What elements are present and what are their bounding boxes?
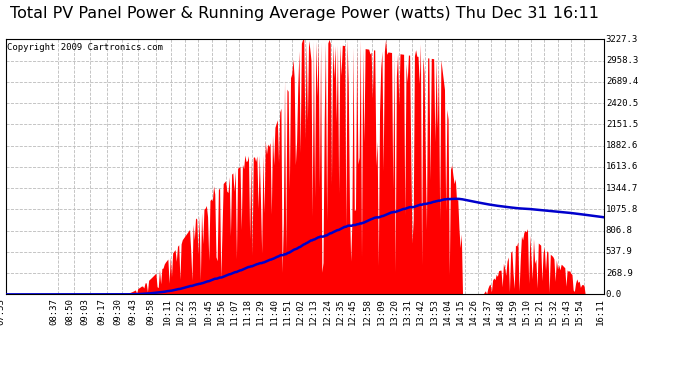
Text: 806.8: 806.8 [606, 226, 633, 235]
Text: 09:30: 09:30 [113, 298, 122, 325]
Text: 537.9: 537.9 [606, 248, 633, 256]
Text: 15:54: 15:54 [575, 298, 584, 325]
Text: 2151.5: 2151.5 [606, 120, 638, 129]
Text: 16:11: 16:11 [595, 298, 604, 325]
Text: 13:20: 13:20 [390, 298, 399, 325]
Text: 14:04: 14:04 [443, 298, 452, 325]
Text: 11:18: 11:18 [243, 298, 252, 325]
Text: 09:43: 09:43 [129, 298, 138, 325]
Text: 08:37: 08:37 [50, 298, 59, 325]
Text: 15:43: 15:43 [562, 298, 571, 325]
Text: 268.9: 268.9 [606, 268, 633, 278]
Text: 0.0: 0.0 [606, 290, 622, 299]
Text: 14:26: 14:26 [469, 298, 478, 325]
Text: 09:03: 09:03 [81, 298, 90, 325]
Text: 11:29: 11:29 [256, 298, 265, 325]
Text: 11:40: 11:40 [270, 298, 279, 325]
Text: 12:58: 12:58 [364, 298, 373, 325]
Text: 12:35: 12:35 [335, 298, 345, 325]
Text: 2689.4: 2689.4 [606, 77, 638, 86]
Text: 13:09: 13:09 [377, 298, 386, 325]
Text: 10:56: 10:56 [217, 298, 226, 325]
Text: 07:53: 07:53 [0, 298, 6, 325]
Text: 09:17: 09:17 [97, 298, 106, 325]
Text: 14:48: 14:48 [495, 298, 504, 325]
Text: 13:53: 13:53 [429, 298, 438, 325]
Text: 11:51: 11:51 [283, 298, 292, 325]
Text: 09:58: 09:58 [147, 298, 156, 325]
Text: 1882.6: 1882.6 [606, 141, 638, 150]
Text: 12:13: 12:13 [309, 298, 318, 325]
Text: 12:24: 12:24 [322, 298, 331, 325]
Text: 10:22: 10:22 [176, 298, 185, 325]
Text: 1344.7: 1344.7 [606, 184, 638, 193]
Text: 10:11: 10:11 [162, 298, 172, 325]
Text: 15:32: 15:32 [549, 298, 558, 325]
Text: 14:15: 14:15 [456, 298, 465, 325]
Text: 1075.8: 1075.8 [606, 205, 638, 214]
Text: 1613.6: 1613.6 [606, 162, 638, 171]
Text: 2958.3: 2958.3 [606, 56, 638, 65]
Text: 10:33: 10:33 [189, 298, 198, 325]
Text: 15:21: 15:21 [535, 298, 544, 325]
Text: 2420.5: 2420.5 [606, 99, 638, 108]
Text: 13:42: 13:42 [416, 298, 425, 325]
Text: 12:02: 12:02 [296, 298, 305, 325]
Text: 14:59: 14:59 [509, 298, 518, 325]
Text: 10:45: 10:45 [204, 298, 213, 325]
Text: 14:37: 14:37 [482, 298, 491, 325]
Text: 12:45: 12:45 [348, 298, 357, 325]
Text: 15:10: 15:10 [522, 298, 531, 325]
Text: 13:31: 13:31 [403, 298, 412, 325]
Text: 08:50: 08:50 [65, 298, 74, 325]
Text: 11:07: 11:07 [230, 298, 239, 325]
Text: Copyright 2009 Cartronics.com: Copyright 2009 Cartronics.com [7, 43, 163, 52]
Text: Total PV Panel Power & Running Average Power (watts) Thu Dec 31 16:11: Total PV Panel Power & Running Average P… [10, 6, 600, 21]
Text: 3227.3: 3227.3 [606, 35, 638, 44]
